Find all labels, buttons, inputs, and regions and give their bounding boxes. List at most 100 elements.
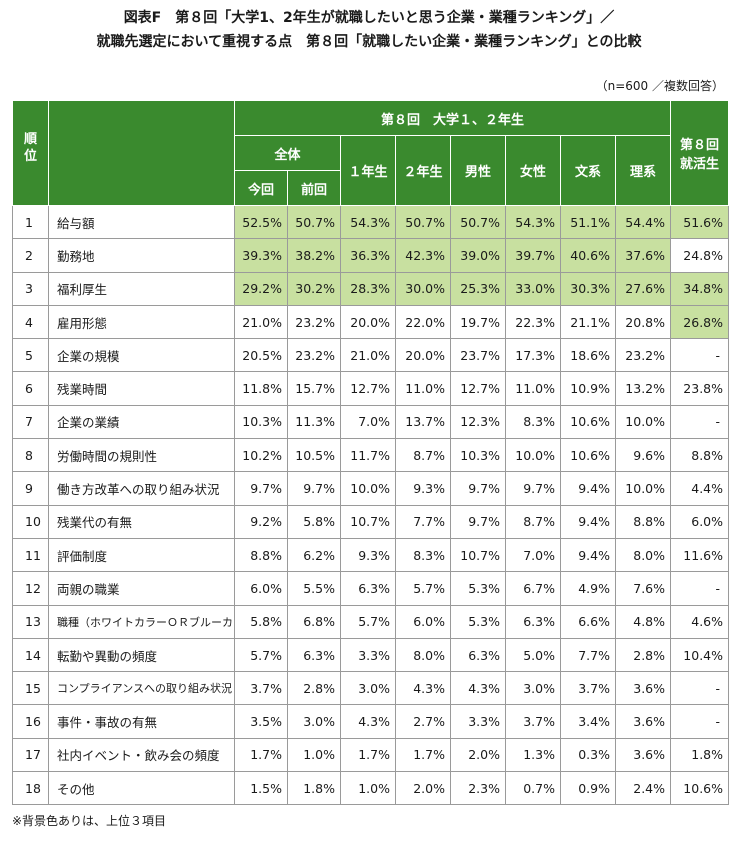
value-cell: 2.4%	[614, 771, 672, 806]
value-cell: 39.0%	[450, 238, 506, 273]
value-cell: 6.3%	[450, 637, 506, 673]
value-cell: 3.6%	[614, 671, 672, 706]
value-cell: 38.2%	[287, 238, 341, 273]
value-cell: 5.0%	[505, 637, 561, 673]
value-cell: 3.6%	[614, 737, 672, 773]
value-cell: -	[670, 404, 730, 440]
value-cell: -	[670, 671, 730, 706]
item-cell: その他	[48, 771, 235, 806]
value-cell: 10.0%	[340, 471, 396, 506]
value-cell: 54.3%	[340, 204, 396, 240]
table-row: 12 両親の職業 6.0% 5.5% 6.3% 5.7% 5.3% 6.7% 4.9% 7.6% -	[12, 571, 730, 606]
table-row: 14 転勤や異動の頻度 5.7% 6.3% 3.3% 8.0% 6.3% 5.0% 7.7% 2.…	[12, 637, 730, 673]
rank-cell: 15	[12, 671, 49, 706]
item-cell: 残業代の有無	[48, 504, 235, 539]
table-row: 7 企業の業績 10.3% 11.3% 7.0% 13.7% 12.3% 8.3% 10.6% 1…	[12, 404, 730, 440]
value-cell: 1.8%	[287, 771, 341, 806]
value-cell: 11.0%	[395, 371, 451, 406]
value-cell: 1.7%	[340, 737, 396, 773]
value-cell: 25.3%	[450, 271, 506, 306]
value-cell: 1.7%	[234, 737, 288, 773]
value-cell: 4.9%	[560, 571, 616, 606]
value-cell: 51.1%	[560, 204, 616, 240]
value-cell: 2.0%	[450, 737, 506, 773]
value-cell: 37.6%	[614, 238, 672, 273]
value-cell: 15.7%	[287, 371, 341, 406]
value-cell: 8.7%	[505, 504, 561, 539]
year1-header: １年生	[340, 135, 396, 206]
value-cell: 6.6%	[560, 604, 616, 639]
shukatsu-header-line1: 第８回	[680, 138, 720, 153]
value-cell: 8.7%	[395, 438, 451, 473]
table-row: 10 残業代の有無 9.2% 5.8% 10.7% 7.7% 9.7% 8.7% 9.4% 8.8…	[12, 504, 730, 539]
value-cell: 18.6%	[560, 338, 616, 373]
value-cell: 9.7%	[450, 504, 506, 539]
table-row: 13職種（ホワイトカラーＯＲブルーカラー）5.8%6.8%5.7%6.0%5.3…	[12, 604, 730, 639]
value-cell: 9.4%	[560, 471, 616, 506]
value-cell: 9.3%	[340, 537, 396, 573]
item-cell: 労働時間の規則性	[48, 438, 235, 473]
rank-cell: 11	[12, 537, 49, 573]
value-cell: 40.6%	[560, 238, 616, 273]
value-cell: 6.0%	[670, 504, 730, 539]
value-cell: 5.3%	[450, 604, 506, 639]
value-cell: 5.3%	[450, 571, 506, 606]
rank-cell: 5	[12, 338, 49, 373]
value-cell: 10.4%	[670, 637, 730, 673]
value-cell: 17.3%	[505, 338, 561, 373]
value-cell: 20.5%	[234, 338, 288, 373]
item-cell: 転勤や異動の頻度	[48, 637, 235, 673]
value-cell: 23.8%	[670, 371, 730, 406]
value-cell: 4.6%	[670, 604, 730, 639]
value-cell: 5.8%	[234, 604, 288, 639]
value-cell: 39.3%	[234, 238, 288, 273]
rank-cell: 3	[12, 271, 49, 306]
ranking-table: 順位 第８回 大学１、２年生 第８回 就活生 全体 １年生 ２年生 男性 女性 …	[12, 100, 730, 806]
value-cell: -	[670, 571, 730, 606]
value-cell: 28.3%	[340, 271, 396, 306]
value-cell: 12.7%	[340, 371, 396, 406]
value-cell: 9.7%	[450, 471, 506, 506]
value-cell: 24.8%	[670, 238, 730, 273]
value-cell: 30.0%	[395, 271, 451, 306]
value-cell: 0.9%	[560, 771, 616, 806]
value-cell: 1.7%	[395, 737, 451, 773]
value-cell: 39.7%	[505, 238, 561, 273]
title-line-1: 図表F 第８回「大学1、2年生が就職したいと思う企業・業種ランキング」／	[123, 10, 615, 26]
value-cell: 3.7%	[234, 671, 288, 706]
value-cell: 10.9%	[560, 371, 616, 406]
item-cell: 働き方改革への取り組み状況	[48, 471, 235, 506]
value-cell: 54.3%	[505, 204, 561, 240]
value-cell: 10.0%	[505, 438, 561, 473]
value-cell: 6.0%	[234, 571, 288, 606]
table-row: 16 事件・事故の有無 3.5% 3.0% 4.3% 2.7% 3.3% 3.7% 3.4% 3.…	[12, 704, 730, 739]
value-cell: 10.3%	[450, 438, 506, 473]
value-cell: 8.8%	[614, 504, 672, 539]
value-cell: 10.6%	[670, 771, 730, 806]
table-row: 2 勤務地 39.3% 38.2% 36.3% 42.3% 39.0% 39.7% 40.6% 3…	[12, 238, 730, 273]
value-cell: 11.3%	[287, 404, 341, 440]
rikei-header: 理系	[614, 135, 672, 206]
value-cell: 9.3%	[395, 471, 451, 506]
rank-cell: 18	[12, 771, 49, 806]
value-cell: 1.0%	[287, 737, 341, 773]
table-row: 1 給与額 52.5% 50.7% 54.3% 50.7% 50.7% 54.3% 51.1% 5…	[12, 204, 730, 240]
value-cell: 20.8%	[614, 304, 672, 340]
rank-cell: 1	[12, 204, 49, 240]
value-cell: 11.6%	[670, 537, 730, 573]
value-cell: 50.7%	[287, 204, 341, 240]
value-cell: 1.3%	[505, 737, 561, 773]
bunkei-header: 文系	[560, 135, 616, 206]
value-cell: 21.0%	[340, 338, 396, 373]
value-cell: 9.7%	[234, 471, 288, 506]
value-cell: 1.5%	[234, 771, 288, 806]
value-cell: 34.8%	[670, 271, 730, 306]
table-row: 3 福利厚生 29.2% 30.2% 28.3% 30.0% 25.3% 33.0% 30.3%…	[12, 271, 730, 306]
value-cell: 2.3%	[450, 771, 506, 806]
table-row: 11 評価制度 8.8% 6.2% 9.3% 8.3% 10.7% 7.0% 9.4% 8.0% 1…	[12, 537, 730, 573]
value-cell: 3.7%	[560, 671, 616, 706]
value-cell: 50.7%	[450, 204, 506, 240]
value-cell: 2.0%	[395, 771, 451, 806]
value-cell: 6.3%	[340, 571, 396, 606]
item-cell: 福利厚生	[48, 271, 235, 306]
